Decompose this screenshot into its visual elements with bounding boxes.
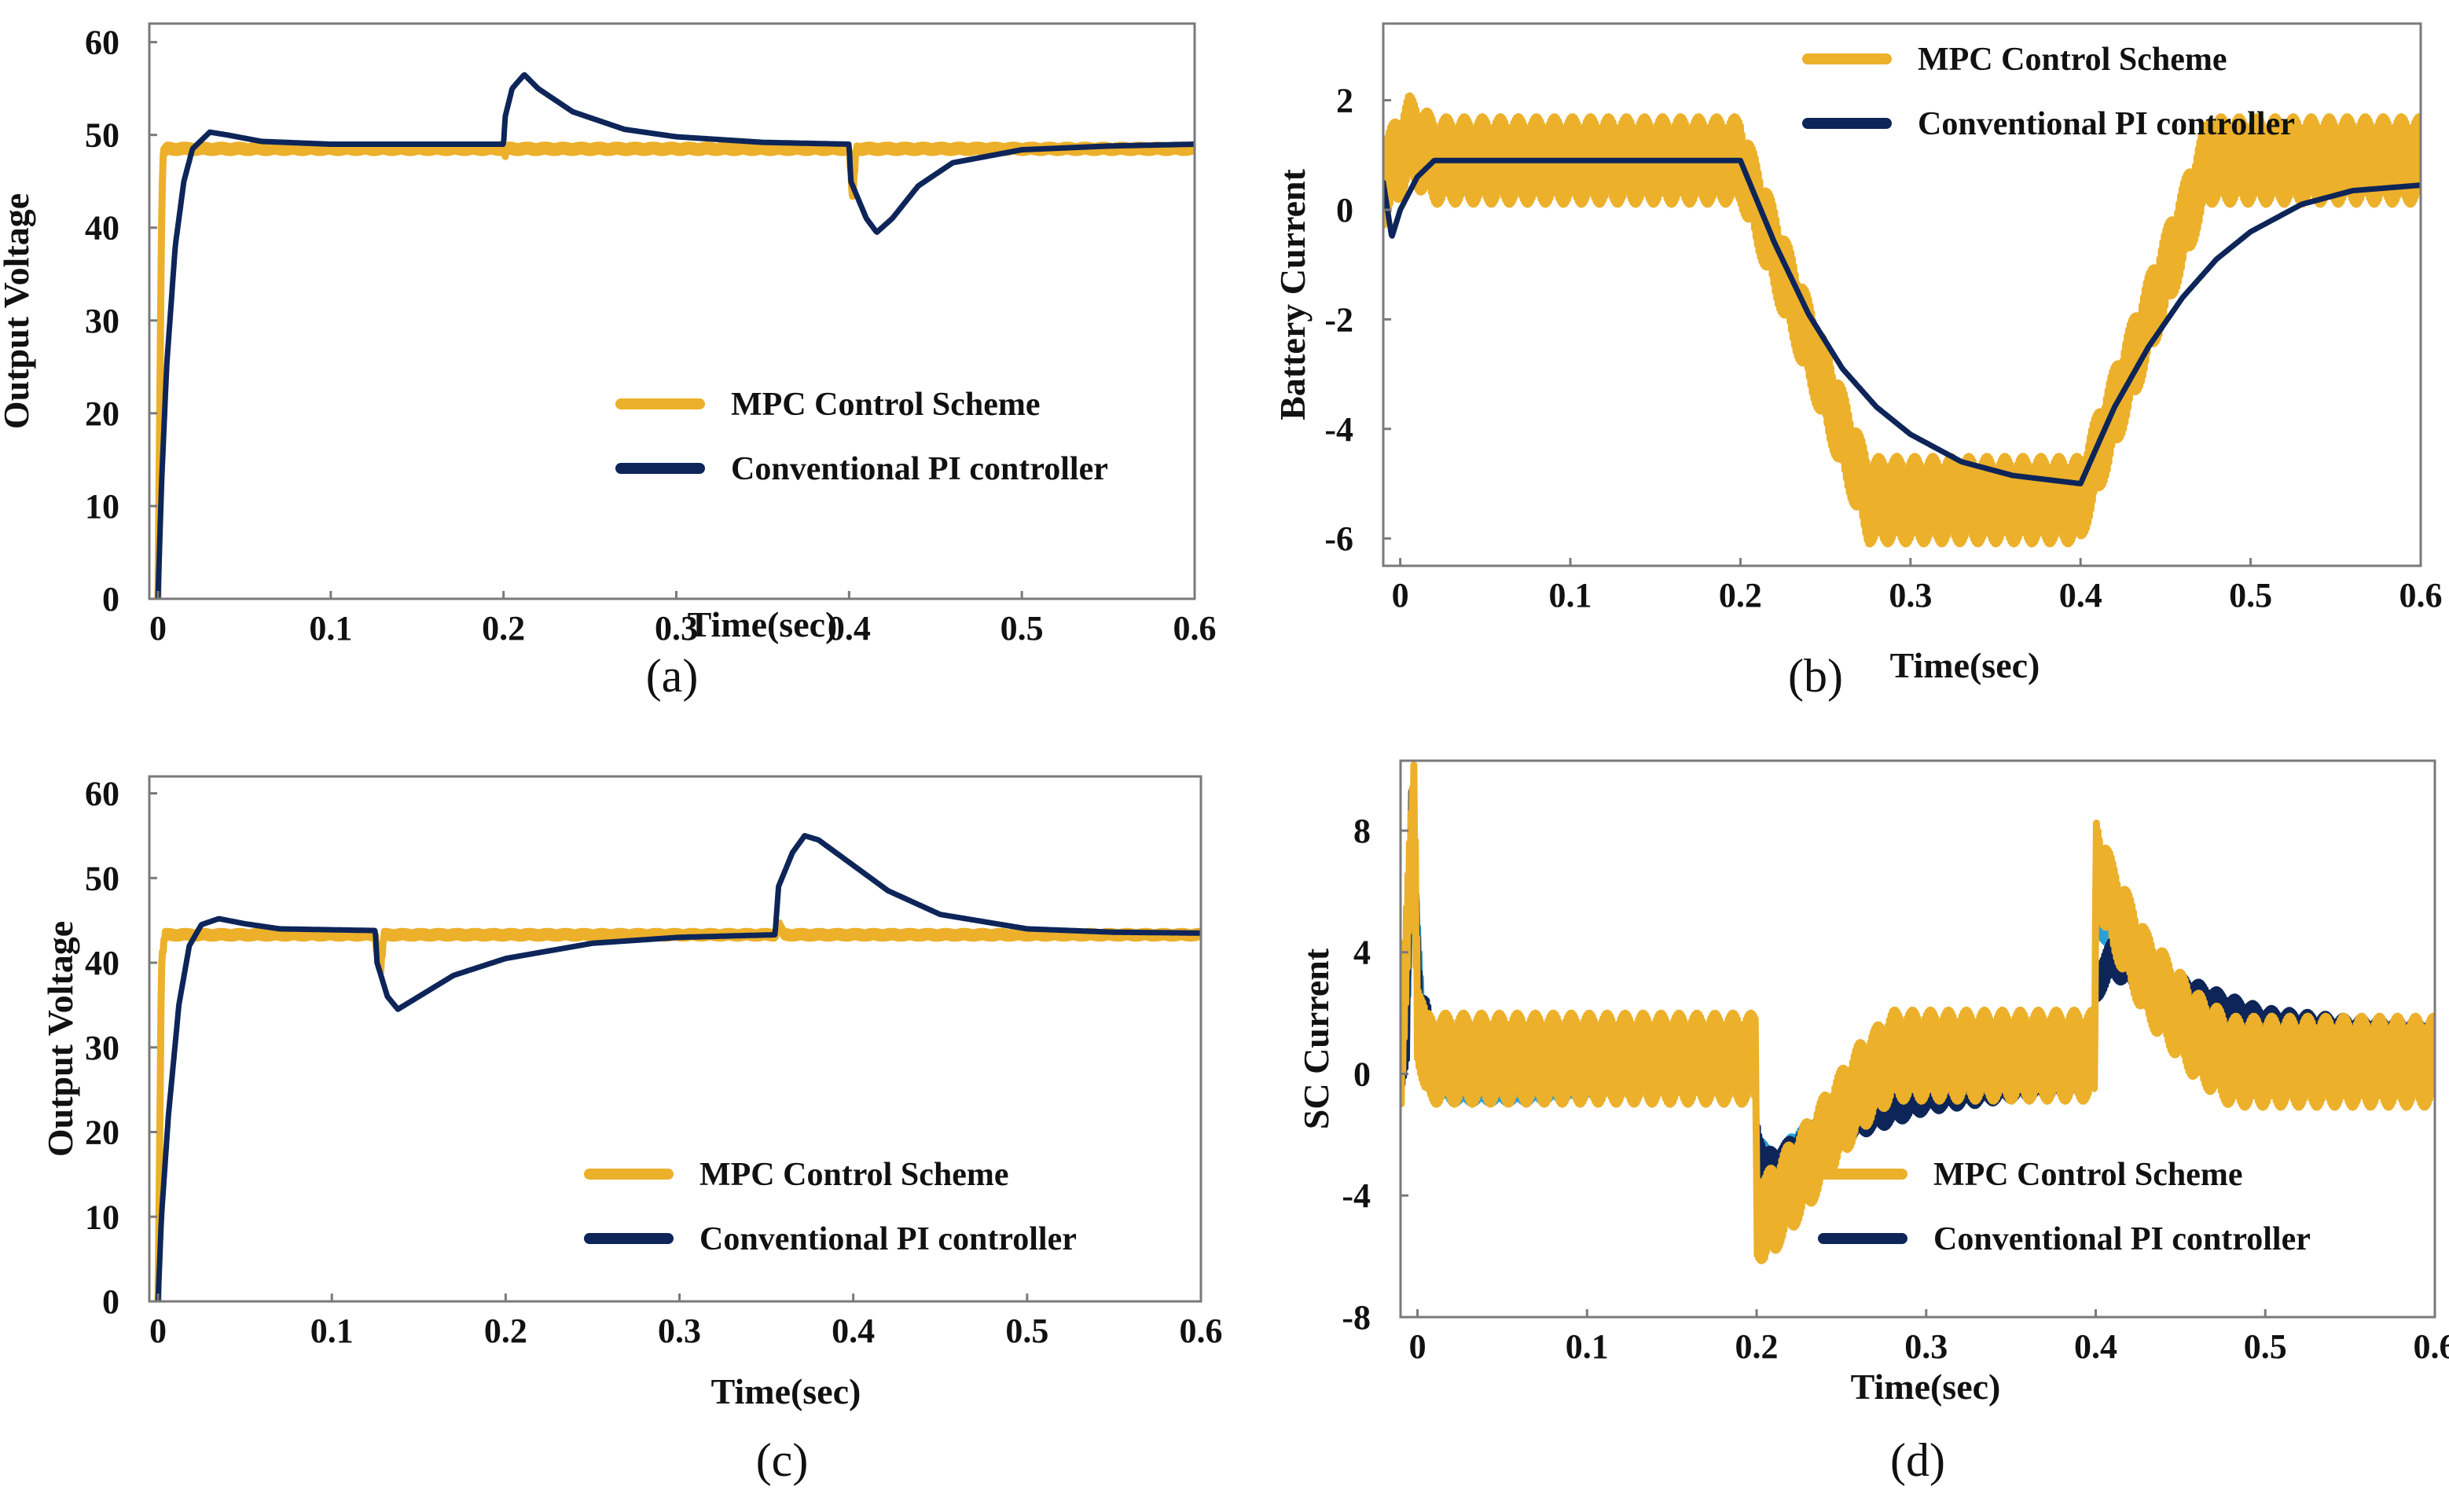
x-tick-label: 0 <box>1409 1327 1426 1366</box>
x-tick-label: 0.4 <box>2059 576 2102 615</box>
y-tick-label: -4 <box>1324 410 1353 449</box>
chart-b: 0 0.1 0.2 0.3 0.4 0.5 0.6 -6 -4 -2 0 2 Time(sec) Batt… <box>1272 22 2443 702</box>
x-tick-label: 0.6 <box>1173 609 1217 648</box>
y-tick-label: 60 <box>85 775 119 813</box>
series-line-d-2 <box>1401 761 2435 1264</box>
y-tick-label: 50 <box>85 859 119 897</box>
axes-frame <box>1382 22 2422 567</box>
y-tick-label: 0 <box>102 1283 119 1321</box>
x-tick-label: 0.5 <box>1001 609 1044 648</box>
x-tick-label: 0.3 <box>1889 576 1932 615</box>
axes-frame <box>148 22 1196 600</box>
series-line-a-1 <box>155 72 1195 599</box>
y-tick-label: 0 <box>102 580 119 618</box>
subfigure-caption: (c) <box>756 1434 809 1486</box>
x-tick-label: 0.5 <box>2229 576 2272 615</box>
x-tick-label: 0.6 <box>2399 576 2443 615</box>
chart-a: 0 0.1 0.2 0.3 0.4 0.5 0.6 0 10 20 30 40 50 60 Time(sec… <box>0 22 1217 702</box>
series-line-c-0 <box>154 919 1201 1301</box>
x-axis-label: Time(sec) <box>688 604 838 644</box>
y-tick-label: -4 <box>1342 1176 1371 1215</box>
plot-area <box>1401 761 2435 1264</box>
x-axis-label: Time(sec) <box>1890 645 2040 685</box>
x-tick-label: 0 <box>1392 576 1409 615</box>
axes-frame <box>1399 759 2436 1319</box>
plot-area <box>154 72 1195 599</box>
legend-label: MPC Control Scheme <box>731 387 1040 423</box>
series-line-b-1 <box>1383 157 2421 486</box>
axes-frame <box>148 775 1202 1303</box>
y-tick-label: 8 <box>1353 812 1371 850</box>
legend-label: MPC Control Scheme <box>699 1157 1008 1193</box>
y-tick-label: -8 <box>1342 1298 1371 1337</box>
y-tick-label: 10 <box>85 487 119 526</box>
y-tick-label: 40 <box>85 209 119 248</box>
legend-label: Conventional PI controller <box>1933 1221 2311 1257</box>
legend: MPC Control Scheme Conventional PI contro… <box>1802 42 2295 142</box>
y-tick-label: 4 <box>1353 934 1371 972</box>
y-tick-label: 0 <box>1353 1055 1371 1093</box>
x-tick-label: 0.2 <box>482 609 525 648</box>
y-tick-label: 10 <box>85 1198 119 1236</box>
y-axis-label: Output Voltage <box>40 921 80 1157</box>
y-tick-label: 20 <box>85 1114 119 1152</box>
x-tick-label: 0.3 <box>1904 1327 1948 1366</box>
plot-area <box>154 832 1201 1301</box>
y-tick-label: -6 <box>1324 519 1353 558</box>
y-tick-label: 20 <box>85 395 119 433</box>
y-tick-label: 30 <box>85 1029 119 1067</box>
x-tick-label: 0.1 <box>309 609 352 648</box>
x-tick-label: 0.2 <box>484 1312 527 1350</box>
x-axis-label: Time(sec) <box>711 1371 861 1411</box>
chart-c: 0 0.1 0.2 0.3 0.4 0.5 0.6 0 10 20 30 40 50 60 Time(sec… <box>40 775 1223 1486</box>
x-tick-label: 0.5 <box>1005 1312 1048 1350</box>
x-tick-label: 0.6 <box>2414 1327 2449 1366</box>
y-tick-label: 60 <box>85 24 119 62</box>
x-tick-label: 0.4 <box>832 1312 875 1350</box>
x-tick-label: 0.1 <box>1566 1327 1609 1366</box>
legend-label: MPC Control Scheme <box>1933 1157 2242 1193</box>
y-axis-label: Output Voltage <box>0 193 36 429</box>
x-tick-label: 0.3 <box>655 609 698 648</box>
x-tick-label: 0.1 <box>310 1312 354 1350</box>
x-axis-label: Time(sec) <box>1851 1367 2001 1407</box>
y-tick-label: 0 <box>1336 191 1353 229</box>
x-tick-label: 0.2 <box>1735 1327 1779 1366</box>
legend-label: Conventional PI controller <box>731 451 1108 487</box>
x-tick-label: 0.4 <box>828 609 871 648</box>
x-tick-label: 0.6 <box>1180 1312 1223 1350</box>
x-tick-label: 0 <box>149 1312 167 1350</box>
x-tick-label: 0.1 <box>1549 576 1592 615</box>
chart-d: 0 0.1 0.2 0.3 0.4 0.5 0.6 -8 -4 0 4 8 Time(sec) SC Cu… <box>1296 759 2449 1486</box>
x-tick-label: 0.5 <box>2244 1327 2287 1366</box>
y-axis-label: Battery Current <box>1272 168 1313 420</box>
legend-label: Conventional PI controller <box>699 1221 1077 1257</box>
y-tick-label: -2 <box>1324 300 1353 339</box>
legend-label: Conventional PI controller <box>1918 106 2295 142</box>
series-line-b-0 <box>1383 92 2421 548</box>
x-tick-label: 0.4 <box>2074 1327 2117 1366</box>
y-tick-label: 40 <box>85 944 119 982</box>
y-axis-label: SC Current <box>1296 948 1336 1129</box>
subfigure-caption: (a) <box>646 650 699 702</box>
legend: MPC Control Scheme Conventional PI contro… <box>615 387 1108 487</box>
legend-label: MPC Control Scheme <box>1918 42 2227 78</box>
y-tick-label: 30 <box>85 302 119 340</box>
series-line-d-0 <box>1401 785 2435 1191</box>
series-line-d-1 <box>1401 788 2435 1191</box>
legend: MPC Control Scheme Conventional PI contro… <box>1818 1157 2311 1257</box>
x-tick-label: 0.2 <box>1719 576 1762 615</box>
plot-area <box>1383 92 2421 548</box>
series-line-a-0 <box>154 141 1195 599</box>
subfigure-caption: (b) <box>1788 650 1843 702</box>
series-line-c-1 <box>155 832 1201 1301</box>
x-tick-label: 0 <box>149 609 167 648</box>
y-tick-label: 50 <box>85 116 119 155</box>
x-tick-label: 0.3 <box>658 1312 701 1350</box>
y-tick-label: 2 <box>1336 82 1353 120</box>
subfigure-caption: (d) <box>1890 1434 1945 1486</box>
legend: MPC Control Scheme Conventional PI contro… <box>584 1157 1077 1257</box>
